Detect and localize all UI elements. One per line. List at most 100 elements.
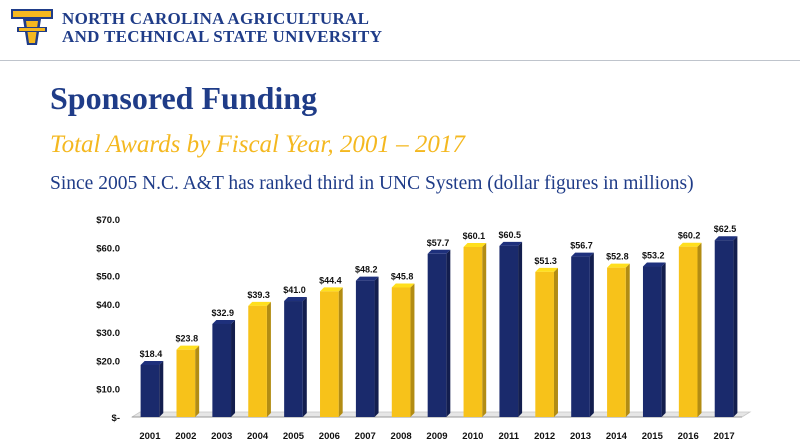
x-tick-label: 2010 xyxy=(462,431,483,442)
x-tick-label: 2002 xyxy=(175,431,196,442)
x-tick-label: 2003 xyxy=(211,431,232,442)
chart-note: Since 2005 N.C. A&T has ranked third in … xyxy=(50,173,694,194)
university-name: NORTH CAROLINA AGRICULTURAL AND TECHNICA… xyxy=(62,10,382,46)
bar-side xyxy=(231,319,236,417)
data-label: $44.4 xyxy=(319,275,342,285)
data-label: $18.4 xyxy=(140,349,163,359)
bar-side xyxy=(410,283,415,417)
data-label: $62.5 xyxy=(714,224,737,234)
x-tick-label: 2011 xyxy=(498,431,519,442)
x-tick-label: 2015 xyxy=(642,431,664,442)
data-label: $41.0 xyxy=(283,285,306,295)
data-label: $56.7 xyxy=(570,241,593,251)
data-label: $51.3 xyxy=(534,256,557,266)
y-tick-label: $70.0 xyxy=(96,215,120,226)
x-tick-label: 2012 xyxy=(534,431,555,442)
bar-2014 xyxy=(607,267,626,417)
data-label: $23.8 xyxy=(176,334,199,344)
bar-side xyxy=(625,263,630,417)
data-label: $57.7 xyxy=(427,238,450,248)
bar-2015 xyxy=(642,266,662,417)
university-line-1: NORTH CAROLINA AGRICULTURAL xyxy=(62,9,370,28)
bar-side xyxy=(589,252,594,417)
bar-2008 xyxy=(391,287,411,417)
bar-2001 xyxy=(140,364,160,417)
x-tick-label: 2013 xyxy=(570,431,591,442)
bar-top xyxy=(678,242,702,247)
bar-top xyxy=(212,319,236,324)
y-tick-label: $60.0 xyxy=(96,243,120,254)
bar-2002 xyxy=(176,349,196,417)
y-tick-label: $30.0 xyxy=(96,328,120,339)
bar-top xyxy=(463,243,487,248)
bar-top xyxy=(176,345,200,350)
bar-top xyxy=(499,241,523,246)
bar-top xyxy=(714,236,738,241)
aggie-shield-logo-icon xyxy=(11,9,53,45)
y-tick-label: $- xyxy=(112,413,120,424)
bar-2005 xyxy=(284,301,303,417)
page-title: Sponsored Funding xyxy=(50,80,318,116)
data-label: $45.8 xyxy=(391,271,414,281)
bar-side xyxy=(446,249,451,417)
bar-2010 xyxy=(463,247,483,417)
x-tick-label: 2009 xyxy=(426,431,447,442)
bar-side xyxy=(553,267,558,417)
data-label: $60.1 xyxy=(463,231,486,241)
y-tick-label: $40.0 xyxy=(96,300,120,311)
data-label: $39.3 xyxy=(247,290,270,300)
data-label: $52.8 xyxy=(606,252,629,262)
bar-top xyxy=(571,252,594,257)
bar-side xyxy=(195,345,200,417)
funding-bar-chart: $- $10.0 $20.0 $30.0 $40.0 $50.0 $60.0 $70.0 $18… xyxy=(96,215,752,442)
bar-side xyxy=(159,360,164,417)
x-tick-label: 2008 xyxy=(391,431,412,442)
bar-side xyxy=(338,287,343,417)
y-tick-label: $20.0 xyxy=(96,356,120,367)
bar-top xyxy=(391,283,415,288)
y-tick-label: $50.0 xyxy=(96,272,120,283)
bar-2011 xyxy=(499,245,519,417)
bar-side xyxy=(266,301,271,417)
bar-2003 xyxy=(212,323,232,417)
bar-side xyxy=(302,297,307,417)
data-label: $60.5 xyxy=(498,230,521,240)
x-tick-label: 2014 xyxy=(606,431,628,442)
bar-2007 xyxy=(355,280,375,417)
x-tick-label: 2016 xyxy=(678,431,699,442)
bar-side xyxy=(482,243,487,417)
bar-top xyxy=(427,249,451,254)
bar-2016 xyxy=(678,246,698,417)
x-tick-label: 2017 xyxy=(713,431,734,442)
university-line-2: AND TECHNICAL STATE UNIVERSITY xyxy=(62,27,383,46)
bar-top xyxy=(320,287,343,292)
data-label: $32.9 xyxy=(211,308,234,318)
bar-side xyxy=(697,242,702,417)
data-label: $60.2 xyxy=(678,231,701,241)
header-divider xyxy=(0,60,800,61)
bar-top xyxy=(355,276,379,281)
y-tick-label: $10.0 xyxy=(96,385,120,396)
x-tick-label: 2005 xyxy=(283,431,305,442)
bar-2006 xyxy=(320,291,339,417)
header: NORTH CAROLINA AGRICULTURAL AND TECHNICA… xyxy=(0,0,800,60)
bar-side xyxy=(518,241,523,417)
x-tick-label: 2006 xyxy=(319,431,340,442)
bar-2009 xyxy=(427,253,447,417)
bar-2004 xyxy=(248,305,267,417)
x-tick-label: 2004 xyxy=(247,431,269,442)
bar-side xyxy=(374,276,379,417)
bar-top xyxy=(140,360,164,365)
page-subtitle: Total Awards by Fiscal Year, 2001 – 2017 xyxy=(50,131,465,158)
x-tick-label: 2007 xyxy=(355,431,376,442)
bar-2012 xyxy=(535,271,554,417)
x-tick-label: 2001 xyxy=(139,431,161,442)
bar-top xyxy=(248,301,271,306)
data-label: $53.2 xyxy=(642,251,665,261)
bar-top xyxy=(607,263,630,268)
bar-2017 xyxy=(714,240,734,417)
bar-2013 xyxy=(571,256,590,417)
bar-top xyxy=(535,267,558,272)
bar-top xyxy=(284,297,307,302)
data-label: $48.2 xyxy=(355,265,378,275)
